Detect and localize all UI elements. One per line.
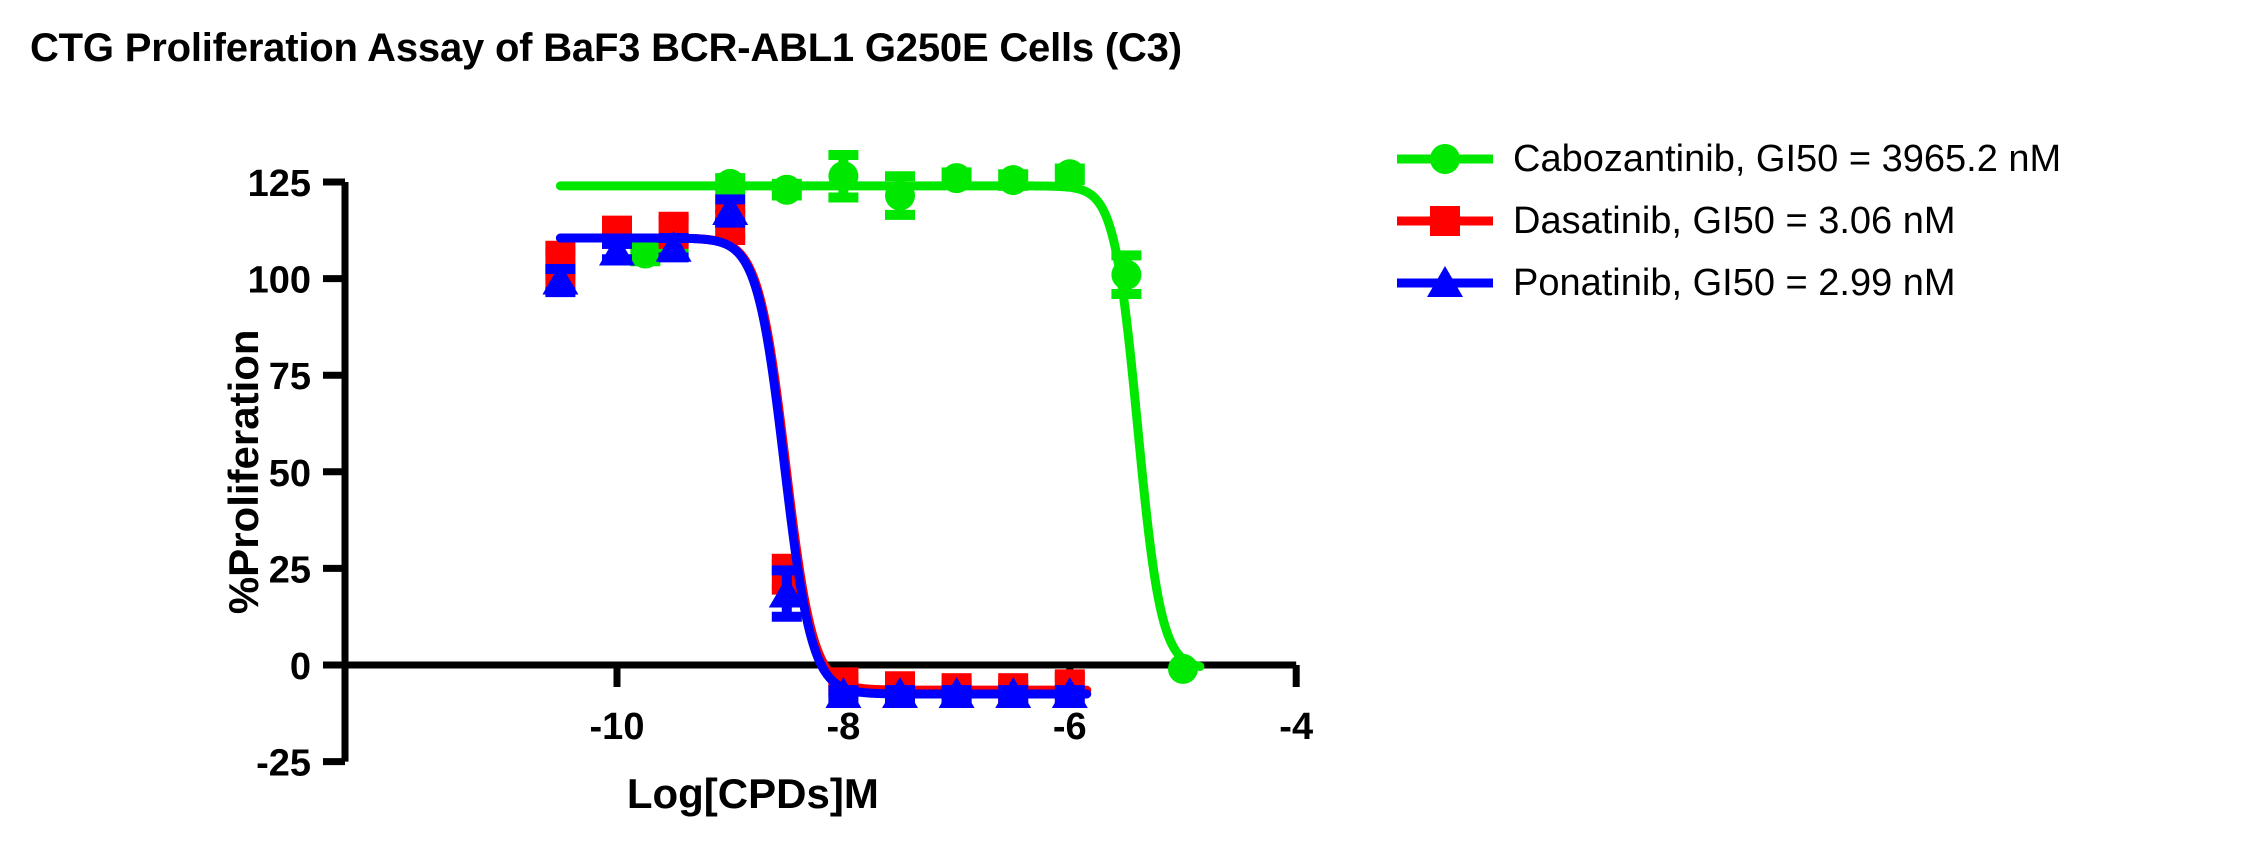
data-point-triangle <box>938 676 975 708</box>
fit-curve <box>555 233 1092 699</box>
data-point-triangle <box>1051 676 1088 708</box>
data-point-circle <box>630 238 661 269</box>
y-axis-tick-label: 0 <box>290 646 311 688</box>
fit-curve <box>555 233 1092 695</box>
x-axis-tick-label: -8 <box>827 706 861 748</box>
data-point-triangle <box>655 230 692 262</box>
data-point-triangle <box>542 263 579 295</box>
y-axis-title: %Proliferation <box>220 329 267 614</box>
legend-marker-circle-icon <box>1395 139 1495 179</box>
series-ponatinib <box>542 193 1092 708</box>
data-point-triangle <box>712 193 749 225</box>
y-axis-tick-label: -25 <box>256 743 311 785</box>
legend-marker-triangle-icon <box>1395 263 1495 303</box>
x-axis-tick-label: -10 <box>590 706 645 748</box>
data-point-circle <box>885 180 915 211</box>
x-axis-title: Log[CPDs]M <box>627 770 879 817</box>
axes-layer <box>323 178 1300 766</box>
axis-labels-layer: -25 0 25 50 75 100 125 -10 -8 -6 -4 Log[CPDs]M %Prol… <box>220 163 1313 817</box>
legend-item-dasatinib[interactable]: Dasatinib, GI50 = 3.06 nM <box>1395 190 2215 252</box>
series-dasatinib <box>545 204 1092 704</box>
data-point-circle <box>1054 159 1085 190</box>
data-point-triangle <box>882 676 918 708</box>
data-point-circle <box>1111 259 1142 290</box>
legend-item-label: Ponatinib, GI50 = 2.99 nM <box>1513 262 1956 304</box>
data-point-circle <box>771 174 802 205</box>
chart-legend: Cabozantinib, GI50 = 3965.2 nM Dasatinib,… <box>1395 128 2215 314</box>
legend-item-label: Cabozantinib, GI50 = 3965.2 nM <box>1513 138 2062 180</box>
x-axis-tick-label: -6 <box>1053 706 1087 748</box>
legend-item-ponatinib[interactable]: Ponatinib, GI50 = 2.99 nM <box>1395 252 2215 314</box>
y-axis-tick-label: 25 <box>269 549 311 591</box>
x-axis-tick-label: -4 <box>1279 706 1313 748</box>
legend-item-label: Dasatinib, GI50 = 3.06 nM <box>1513 200 1956 242</box>
fit-curve <box>555 181 1205 672</box>
data-point-circle <box>1168 653 1198 684</box>
data-point-circle <box>998 165 1029 196</box>
data-point-triangle <box>825 676 862 708</box>
series-layer <box>542 149 1205 708</box>
data-point-circle <box>715 168 746 199</box>
y-axis-tick-label: 100 <box>248 260 311 302</box>
data-point-circle <box>941 163 972 194</box>
y-axis-tick-label: 75 <box>269 356 311 398</box>
legend-item-cabozantinib[interactable]: Cabozantinib, GI50 = 3965.2 nM <box>1395 128 2215 190</box>
page-title: CTG Proliferation Assay of BaF3 BCR-ABL1… <box>30 26 1182 70</box>
data-point-triangle <box>599 234 635 266</box>
data-point-triangle <box>995 676 1032 708</box>
data-point-triangle <box>768 576 805 608</box>
y-axis-tick-label: 125 <box>248 163 311 205</box>
y-axis-tick-label: 50 <box>269 453 311 495</box>
data-point-circle <box>828 161 859 192</box>
legend-marker-square-icon <box>1395 201 1495 241</box>
